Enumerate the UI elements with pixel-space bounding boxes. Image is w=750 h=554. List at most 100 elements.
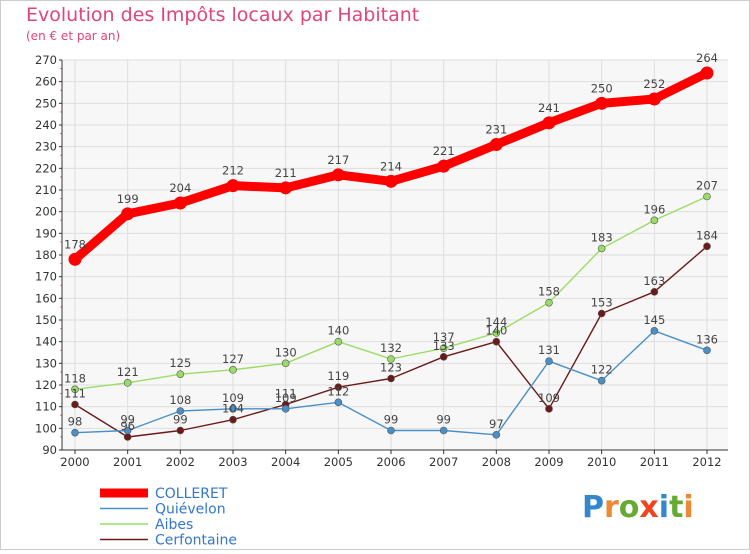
data-label: 252	[643, 77, 665, 91]
y-tick-label: 160	[35, 291, 57, 305]
legend-label-quiévelon: Quiévelon	[155, 502, 226, 518]
data-label: 163	[643, 274, 665, 288]
x-tick-label: 2001	[113, 455, 142, 469]
y-tick-label: 130	[35, 356, 57, 370]
data-point	[437, 159, 451, 173]
y-tick-label: 190	[35, 226, 57, 240]
data-label: 145	[643, 313, 665, 327]
data-label: 153	[591, 296, 613, 310]
y-tick-label: 250	[35, 96, 57, 110]
axes: 90 100 110 120 130 140 150 160 170 180 190 200 210 22…	[35, 53, 728, 469]
data-label: 204	[169, 181, 191, 195]
data-point	[597, 376, 606, 385]
data-point	[545, 357, 553, 365]
data-point	[331, 168, 345, 182]
data-point	[387, 426, 395, 435]
x-tick-label: 2003	[218, 455, 247, 469]
data-label: 123	[380, 361, 402, 375]
data-label: 183	[591, 231, 613, 245]
data-label: 211	[275, 166, 297, 180]
x-tick-label: 2005	[324, 455, 353, 469]
series-layer	[68, 66, 714, 441]
y-tick-label: 180	[35, 248, 57, 262]
data-label: 99	[436, 413, 451, 427]
data-point	[545, 298, 553, 307]
data-point	[595, 96, 609, 110]
data-label: 122	[591, 363, 613, 377]
data-label: 112	[327, 384, 349, 398]
data-label: 131	[538, 343, 560, 357]
data-label: 264	[696, 51, 718, 65]
data-label: 133	[433, 339, 455, 353]
data-label: 97	[489, 417, 504, 431]
data-point	[384, 174, 398, 188]
logo-letter: t	[669, 490, 683, 525]
data-label: 118	[64, 371, 86, 385]
data-label: 217	[327, 153, 349, 167]
y-tick-label: 90	[42, 443, 57, 457]
data-point	[123, 379, 132, 387]
y-tick-label: 150	[35, 313, 57, 327]
x-tick-label: 2006	[376, 455, 405, 469]
data-point	[226, 179, 240, 193]
data-label: 127	[222, 352, 244, 366]
data-label: 250	[591, 81, 613, 95]
data-label: 140	[327, 324, 349, 338]
data-point	[71, 400, 79, 409]
data-point	[281, 405, 290, 413]
logo-letter: x	[639, 490, 658, 525]
data-label: 104	[222, 402, 244, 416]
data-point	[71, 428, 79, 437]
legend-label-aibes: Aibes	[155, 517, 193, 533]
data-label: 137	[433, 330, 455, 344]
data-point	[281, 359, 290, 368]
y-tick-label: 220	[35, 161, 57, 175]
data-label: 214	[380, 159, 402, 173]
logo-letter: o	[619, 490, 640, 525]
data-point	[703, 242, 711, 251]
y-tick-label: 170	[35, 270, 57, 284]
data-point	[334, 337, 343, 346]
data-point	[700, 66, 714, 80]
y-tick-label: 100	[35, 421, 57, 435]
data-label: 109	[538, 391, 560, 405]
data-point	[176, 407, 185, 415]
y-tick-label: 230	[35, 140, 57, 154]
y-tick-label: 110	[35, 400, 57, 414]
x-tick-label: 2002	[166, 455, 195, 469]
data-point	[123, 433, 132, 441]
data-label: 109	[222, 391, 244, 405]
data-label: 132	[380, 341, 402, 355]
chart-title: Evolution des Impôts locaux par Habitant	[26, 4, 419, 26]
data-label: 184	[696, 228, 718, 242]
y-tick-label: 260	[35, 75, 57, 89]
data-point	[650, 288, 659, 296]
y-tick-label: 140	[35, 335, 57, 349]
data-label: 119	[327, 369, 349, 383]
data-point	[703, 192, 711, 201]
x-tick-label: 2009	[534, 455, 563, 469]
logo-letter: i	[683, 490, 693, 525]
data-point	[229, 405, 237, 413]
x-tick-label: 2011	[640, 455, 669, 469]
x-tick-label: 2000	[60, 455, 89, 469]
data-point	[492, 329, 501, 337]
data-label: 178	[64, 237, 86, 251]
data-label: 111	[275, 387, 297, 401]
logo-letter: P	[582, 490, 604, 525]
data-point	[229, 366, 237, 374]
data-label: 199	[117, 192, 139, 206]
data-point	[492, 337, 501, 346]
data-point	[176, 426, 185, 435]
data-label: 125	[169, 356, 191, 370]
proxiti-logo: Proxiti	[582, 490, 694, 525]
data-label: 140	[485, 324, 507, 338]
x-tick-label: 2012	[692, 455, 721, 469]
logo-letter: i	[659, 490, 669, 525]
data-label: 98	[68, 415, 83, 429]
legend-label-colleret: COLLERET	[155, 486, 228, 502]
data-label: 207	[696, 179, 718, 193]
